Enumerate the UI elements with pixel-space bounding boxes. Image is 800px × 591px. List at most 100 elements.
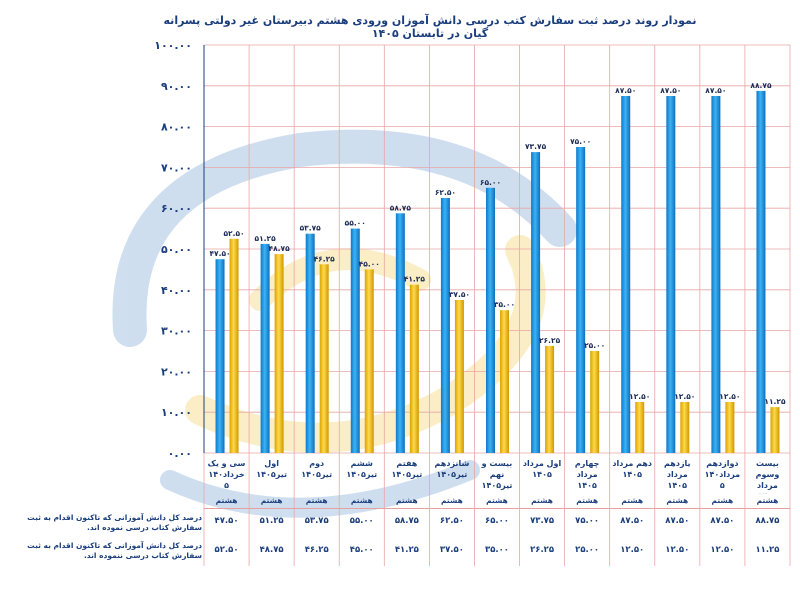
x-category-label: دوازدهم مرداد۱۴۰ ۵ (704, 459, 741, 490)
x-category-label: سی و یک خرداد۱۴۰ ۵ (207, 459, 246, 490)
x-category-grade: هشتم (666, 496, 689, 505)
data-label-not-registered: ۴۸.۷۵ (269, 244, 291, 253)
x-category-grade: هشتم (305, 496, 328, 505)
table-cell-not-registered: ۳۵.۰۰ (485, 545, 509, 555)
y-tick-label: ۳۰.۰۰ (161, 325, 192, 338)
y-tick-label: ۱۰.۰۰ (161, 406, 192, 419)
table-cell-not-registered: ۴۱.۲۵ (394, 545, 419, 555)
bar-registered (756, 90, 766, 454)
x-category-grade: هشتم (531, 496, 553, 505)
bar-not-registered (545, 345, 555, 453)
table-cell-registered: ۸۷.۵۰ (665, 516, 690, 526)
x-category-grade: هشتم (350, 496, 373, 505)
x-category-grade: هشتم (441, 496, 463, 505)
table-cell-registered: ۵۵.۰۰ (349, 516, 374, 526)
x-category-label: اول تیر۱۴۰۵ (256, 459, 287, 479)
x-category-label: شانزدهم تیر۱۴۰۵ (434, 459, 470, 479)
bar-registered (666, 96, 676, 453)
bar-not-registered (274, 254, 284, 453)
bar-not-registered (590, 351, 600, 453)
table-cell-not-registered: ۱۲.۵۰ (620, 545, 645, 555)
y-tick-label: ۹۰.۰۰ (161, 80, 192, 93)
data-label-not-registered: ۴۶.۲۵ (314, 254, 336, 263)
bar-registered (531, 152, 541, 453)
data-table (204, 508, 790, 567)
data-label-not-registered: ۴۵.۰۰ (359, 259, 380, 268)
table-cell-registered: ۶۵.۰۰ (485, 516, 509, 526)
table-cell-not-registered: ۲۵.۰۰ (575, 545, 600, 555)
data-label-not-registered: ۳۵.۰۰ (494, 300, 515, 309)
y-axis: ۰.۰۰ ۱۰.۰۰ ۲۰.۰۰ ۳۰.۰۰ ۴۰.۰۰ ۵۰.۰۰ ۶۰.۰۰ ۷۰.۰۰ ۸… (154, 39, 205, 460)
data-label-not-registered: ۱۲.۵۰ (629, 392, 650, 401)
legend-series-registered: درصد کل دانش آموزانی که تاکنون اقدام به … (27, 513, 202, 532)
chart-title: نمودار روند درصد ثبت سفارش کتب درسی دانش… (163, 14, 697, 40)
bar-not-registered (725, 402, 735, 453)
bar-registered (215, 259, 225, 453)
data-label-registered: ۵۱.۲۵ (255, 234, 277, 243)
table-cell-not-registered: ۴۵.۰۰ (349, 545, 374, 555)
bar-registered (621, 96, 631, 453)
x-category-grade: هشتم (395, 496, 418, 505)
y-tick-label: ۷۰.۰۰ (161, 161, 192, 174)
bar-not-registered (319, 264, 329, 453)
y-tick-label: ۶۰.۰۰ (161, 202, 192, 215)
table-cell-not-registered: ۱۲.۵۰ (710, 545, 735, 555)
table-cell-registered: ۴۷.۵۰ (214, 516, 239, 526)
x-category-label: دوم تیر۱۴۰۵ (301, 459, 333, 479)
x-category-label: چهارم مرداد ۱۴۰۵ (574, 459, 600, 490)
table-cell-registered: ۸۷.۵۰ (710, 516, 735, 526)
table-cell-registered: ۶۲.۵۰ (439, 516, 464, 526)
table-cell-registered: ۵۱.۲۵ (259, 516, 284, 526)
data-label-registered: ۵۵.۰۰ (345, 219, 366, 228)
x-category-label: اول مرداد ۱۴۰۵ (522, 459, 562, 479)
bar-registered (440, 198, 450, 453)
data-label-registered: ۶۲.۵۰ (435, 188, 456, 197)
x-category-label: یازدهم مرداد ۱۴۰۵ (664, 459, 691, 490)
table-cell-registered: ۷۵.۰۰ (575, 516, 600, 526)
bars (215, 90, 780, 454)
bar-not-registered (409, 284, 419, 453)
bar-not-registered (770, 407, 780, 453)
x-category-grade: هشتم (215, 496, 238, 505)
data-label-registered: ۵۸.۷۵ (390, 203, 412, 212)
data-label-registered: ۸۸.۷۵ (750, 81, 772, 90)
watermark-logo (112, 129, 577, 518)
table-cell-registered: ۸۸.۷۵ (755, 516, 780, 526)
bar-not-registered (229, 238, 239, 453)
table-cell-registered: ۷۳.۷۵ (530, 516, 555, 526)
x-category-grade: هشتم (260, 496, 283, 505)
bar-not-registered (454, 300, 464, 453)
data-label-not-registered: ۱۱.۲۵ (764, 397, 786, 406)
x-category-label: دهم مرداد ۱۴۰۵ (612, 459, 653, 479)
bar-registered (711, 96, 721, 453)
x-category-grade: هشتم (621, 496, 644, 505)
x-category-label: بیست وسوم مرداد ۱۴۰۵ (755, 459, 780, 494)
bar-registered (305, 233, 315, 453)
y-tick-label: ۵۰.۰۰ (161, 243, 192, 256)
table-cell-registered: ۵۸.۷۵ (394, 516, 419, 526)
gridlines (203, 44, 791, 566)
table-cell-not-registered: ۴۸.۷۵ (259, 545, 284, 555)
x-category-grade: هشتم (486, 496, 508, 505)
x-category-label: هفتم تیر۱۴۰۵ (391, 459, 423, 479)
y-tick-label: ۱۰۰.۰۰ (154, 39, 192, 52)
data-label-not-registered: ۵۲.۵۰ (223, 229, 244, 238)
data-label-registered: ۴۷.۵۰ (209, 249, 230, 258)
x-category-grade: هشتم (711, 496, 734, 505)
legend-series-not-registered: درصد کل دانش آموزانی که تاکنون اقدام به … (27, 541, 202, 560)
table-cell-not-registered: ۴۶.۲۵ (304, 545, 329, 555)
x-category-label: بیست و نهم تیر۱۴۰۵ (481, 459, 513, 490)
data-label-not-registered: ۲۵.۰۰ (584, 341, 605, 350)
table-cell-not-registered: ۱۲.۵۰ (665, 545, 690, 555)
table-cell-not-registered: ۲۶.۲۵ (530, 545, 555, 555)
bar-not-registered (500, 310, 509, 453)
data-label-not-registered: ۴۱.۲۵ (404, 275, 426, 284)
bar-registered (576, 147, 586, 453)
data-label-registered: ۷۵.۰۰ (570, 137, 591, 146)
y-tick-label: ۰.۰۰ (168, 447, 192, 460)
bar-registered (260, 243, 270, 453)
bar-registered (395, 213, 405, 453)
bar-registered (350, 228, 360, 453)
data-label-registered: ۸۷.۵۰ (615, 86, 636, 95)
